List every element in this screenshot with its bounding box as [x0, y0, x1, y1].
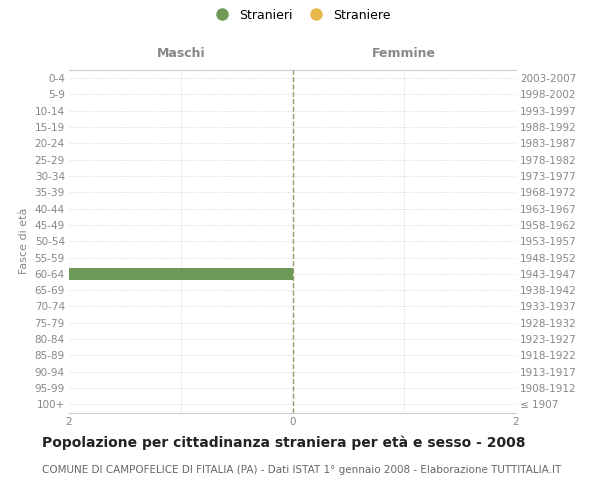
Bar — [69, 268, 293, 280]
Text: Popolazione per cittadinanza straniera per età e sesso - 2008: Popolazione per cittadinanza straniera p… — [42, 435, 526, 450]
Text: Maschi: Maschi — [157, 46, 205, 60]
Text: Femmine: Femmine — [372, 46, 436, 60]
Y-axis label: Fasce di età: Fasce di età — [19, 208, 29, 274]
Legend: Stranieri, Straniere: Stranieri, Straniere — [207, 6, 393, 24]
Text: COMUNE DI CAMPOFELICE DI FITALIA (PA) - Dati ISTAT 1° gennaio 2008 - Elaborazion: COMUNE DI CAMPOFELICE DI FITALIA (PA) - … — [42, 465, 561, 475]
